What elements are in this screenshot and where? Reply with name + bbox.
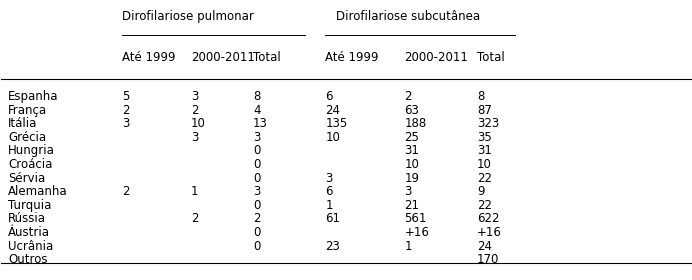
Text: Dirofilariose subcutânea: Dirofilariose subcutânea <box>336 10 480 23</box>
Text: 4: 4 <box>253 104 260 117</box>
Text: 10: 10 <box>325 131 340 144</box>
Text: 24: 24 <box>325 104 340 117</box>
Text: 22: 22 <box>477 199 492 212</box>
Text: 0: 0 <box>253 172 260 185</box>
Text: 61: 61 <box>325 212 340 225</box>
Text: Turquia: Turquia <box>8 199 52 212</box>
Text: Até 1999: Até 1999 <box>325 51 379 64</box>
Text: Alemanha: Alemanha <box>8 185 68 198</box>
Text: 0: 0 <box>253 199 260 212</box>
Text: Até 1999: Até 1999 <box>122 51 176 64</box>
Text: 22: 22 <box>477 172 492 185</box>
Text: 0: 0 <box>253 144 260 157</box>
Text: 63: 63 <box>405 104 419 117</box>
Text: Total: Total <box>477 51 504 64</box>
Text: 188: 188 <box>405 117 427 130</box>
Text: +16: +16 <box>477 226 502 239</box>
Text: 5: 5 <box>122 90 129 103</box>
Text: Ucrânia: Ucrânia <box>8 239 53 253</box>
Text: Hungria: Hungria <box>8 144 55 157</box>
Text: 10: 10 <box>405 158 419 171</box>
Text: Áustria: Áustria <box>8 226 51 239</box>
Text: 622: 622 <box>477 212 500 225</box>
Text: Outros: Outros <box>8 253 48 266</box>
Text: 2000-2011: 2000-2011 <box>191 51 255 64</box>
Text: 19: 19 <box>405 172 419 185</box>
Text: 31: 31 <box>405 144 419 157</box>
Text: 24: 24 <box>477 239 492 253</box>
Text: 3: 3 <box>191 90 199 103</box>
Text: 170: 170 <box>477 253 500 266</box>
Text: 3: 3 <box>405 185 412 198</box>
Text: 2: 2 <box>122 185 129 198</box>
Text: 9: 9 <box>477 185 484 198</box>
Text: 3: 3 <box>253 131 260 144</box>
Text: 8: 8 <box>253 90 260 103</box>
Text: 35: 35 <box>477 131 492 144</box>
Text: 1: 1 <box>405 239 412 253</box>
Text: 561: 561 <box>405 212 427 225</box>
Text: 21: 21 <box>405 199 419 212</box>
Text: 3: 3 <box>253 185 260 198</box>
Text: 87: 87 <box>477 104 492 117</box>
Text: 1: 1 <box>191 185 199 198</box>
Text: 323: 323 <box>477 117 499 130</box>
Text: 25: 25 <box>405 131 419 144</box>
Text: 31: 31 <box>477 144 492 157</box>
Text: 13: 13 <box>253 117 268 130</box>
Text: 2: 2 <box>191 212 199 225</box>
Text: 2: 2 <box>405 90 412 103</box>
Text: 10: 10 <box>477 158 492 171</box>
Text: Croácia: Croácia <box>8 158 53 171</box>
Text: Total: Total <box>253 51 281 64</box>
Text: 2: 2 <box>191 104 199 117</box>
Text: 8: 8 <box>477 90 484 103</box>
Text: 3: 3 <box>122 117 129 130</box>
Text: Espanha: Espanha <box>8 90 59 103</box>
Text: +16: +16 <box>405 226 430 239</box>
Text: 2000-2011: 2000-2011 <box>405 51 468 64</box>
Text: 6: 6 <box>325 90 333 103</box>
Text: França: França <box>8 104 48 117</box>
Text: 2: 2 <box>122 104 129 117</box>
Text: 10: 10 <box>191 117 206 130</box>
Text: 0: 0 <box>253 239 260 253</box>
Text: 0: 0 <box>253 158 260 171</box>
Text: Sérvia: Sérvia <box>8 172 46 185</box>
Text: 3: 3 <box>191 131 199 144</box>
Text: Grécia: Grécia <box>8 131 46 144</box>
Text: 2: 2 <box>253 212 260 225</box>
Text: 3: 3 <box>325 172 333 185</box>
Text: 1: 1 <box>325 199 333 212</box>
Text: 0: 0 <box>253 226 260 239</box>
Text: Dirofilariose pulmonar: Dirofilariose pulmonar <box>122 10 253 23</box>
Text: Rússia: Rússia <box>8 212 46 225</box>
Text: 135: 135 <box>325 117 347 130</box>
Text: 23: 23 <box>325 239 340 253</box>
Text: Itália: Itália <box>8 117 37 130</box>
Text: 6: 6 <box>325 185 333 198</box>
